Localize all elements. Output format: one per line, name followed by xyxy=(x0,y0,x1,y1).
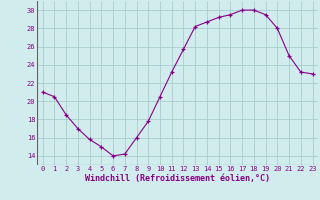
X-axis label: Windchill (Refroidissement éolien,°C): Windchill (Refroidissement éolien,°C) xyxy=(85,174,270,183)
